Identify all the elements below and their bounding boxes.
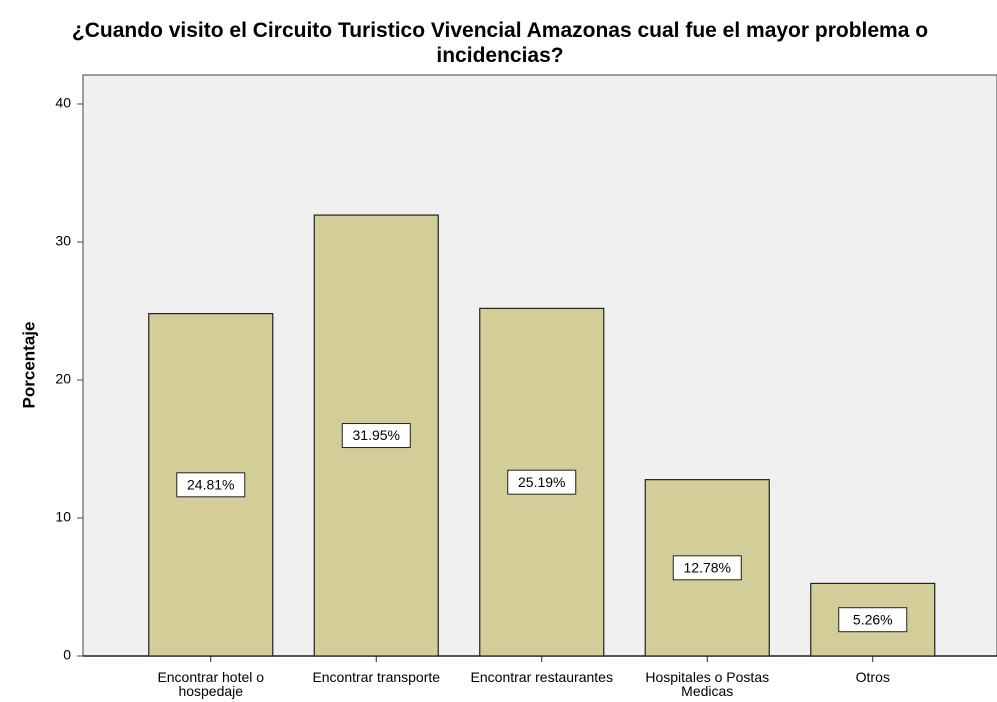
- value-label-box: [672, 555, 742, 581]
- x-tick-label: Otros: [855, 669, 890, 685]
- x-tick-label: Encontrar transporte: [312, 669, 441, 685]
- value-label: 12.78%: [684, 560, 731, 576]
- x-tick-label: Encontrar hotel o hospedaje: [157, 669, 265, 699]
- x-tick-label: Encontrar restaurantes: [470, 669, 613, 685]
- y-axis-label: Porcentaje: [19, 322, 38, 409]
- y-tick-label: 0: [63, 647, 71, 663]
- value-label: 25.19%: [518, 474, 565, 490]
- value-label-box: [341, 423, 411, 449]
- value-label: 24.81%: [187, 477, 234, 493]
- y-tick-label: 40: [55, 95, 71, 111]
- value-label: 31.95%: [353, 427, 400, 443]
- value-label-box: [507, 469, 577, 495]
- y-tick-label: 30: [55, 233, 71, 249]
- y-tick-label: 20: [55, 371, 71, 387]
- y-tick-label: 10: [55, 509, 71, 525]
- value-label: 5.26%: [853, 611, 893, 627]
- value-label-box: [838, 607, 908, 633]
- x-tick-label: Hospitales o Postas Medicas: [645, 669, 770, 699]
- value-label-box: [176, 472, 246, 498]
- chart-title: ¿Cuando visito el Circuito Turistico Viv…: [71, 19, 929, 67]
